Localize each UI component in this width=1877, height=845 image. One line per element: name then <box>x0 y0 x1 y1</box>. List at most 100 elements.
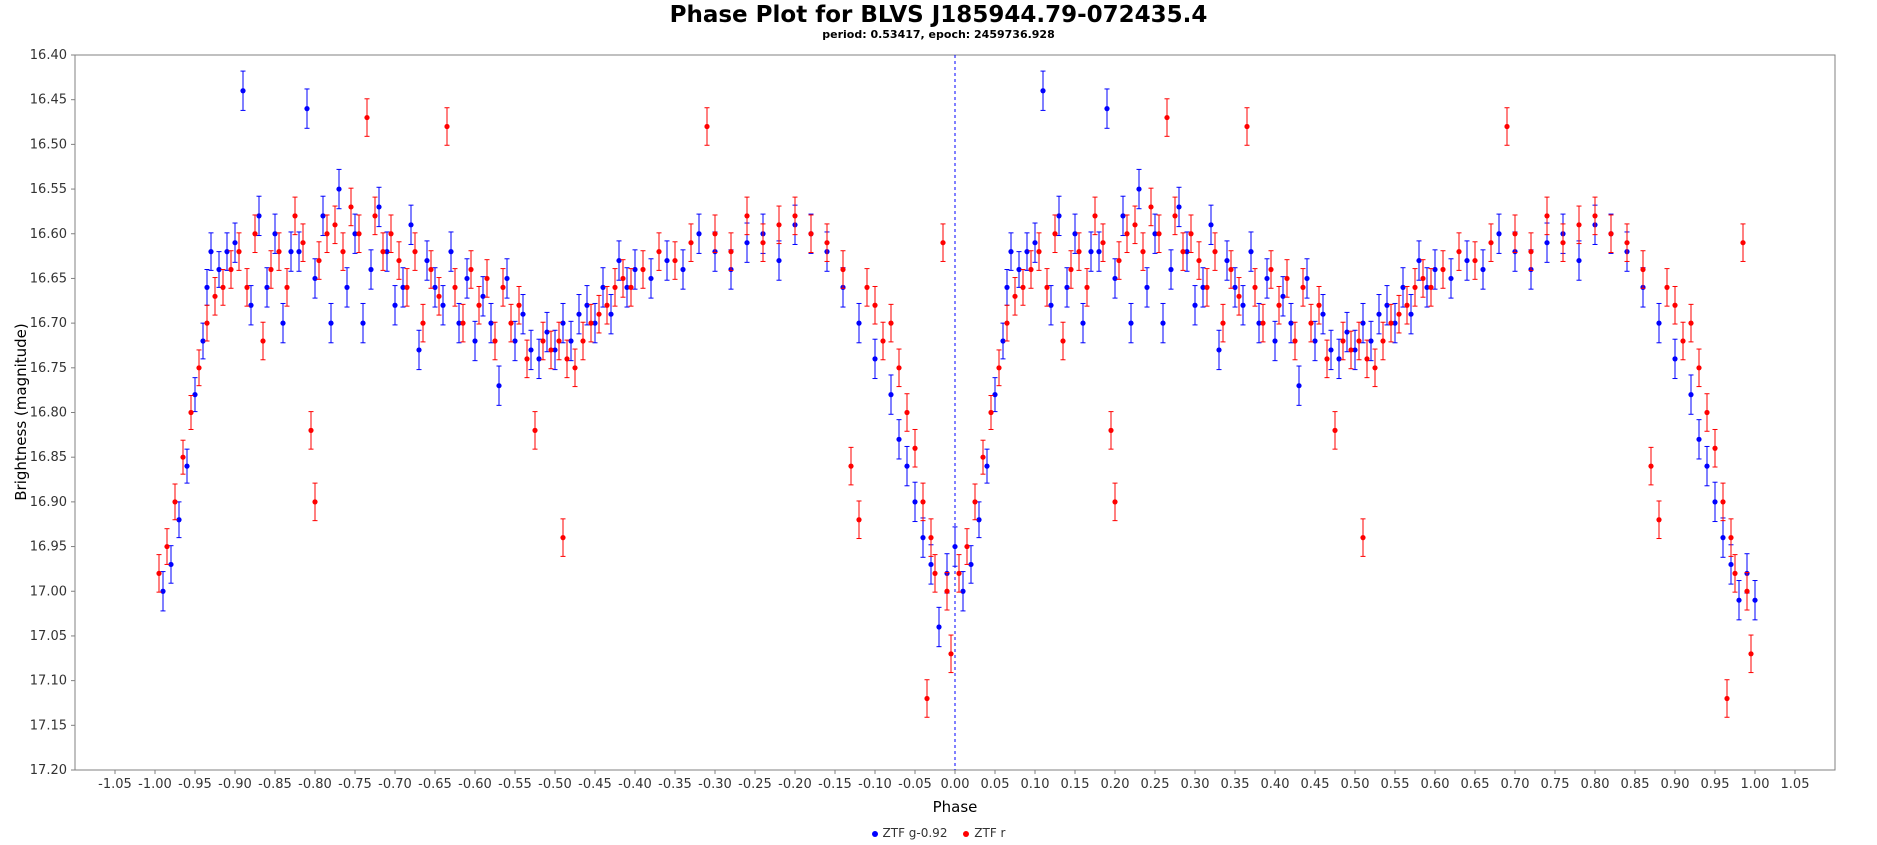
data-point <box>236 249 242 255</box>
x-tick-label: -0.45 <box>578 777 612 792</box>
data-point <box>556 338 562 344</box>
data-point <box>1724 695 1730 702</box>
data-point <box>1688 320 1694 326</box>
data-point <box>872 302 878 308</box>
series-1 <box>156 98 1754 718</box>
x-tick-label: -0.30 <box>698 777 732 792</box>
data-point <box>896 365 902 371</box>
data-point <box>1528 249 1534 255</box>
data-point <box>1440 266 1446 273</box>
data-point <box>208 249 214 255</box>
data-point <box>912 445 918 451</box>
data-point <box>1712 445 1718 451</box>
data-point <box>776 222 782 228</box>
data-point <box>632 266 638 273</box>
series-0 <box>160 70 1758 648</box>
data-point <box>256 213 262 219</box>
data-point <box>1364 356 1370 362</box>
data-point <box>492 338 498 344</box>
data-point <box>512 338 518 344</box>
data-point <box>1680 338 1686 344</box>
data-point <box>1656 320 1662 326</box>
data-point <box>1240 302 1246 308</box>
data-point <box>1480 266 1486 273</box>
data-point <box>688 240 694 246</box>
data-point <box>416 347 422 353</box>
data-point <box>1732 570 1738 576</box>
data-point <box>560 535 566 541</box>
data-point <box>1688 392 1694 398</box>
data-point <box>1012 293 1018 299</box>
data-point <box>976 517 982 523</box>
data-point <box>232 240 238 246</box>
data-point <box>260 338 266 344</box>
data-point <box>1208 222 1214 228</box>
data-point <box>344 284 350 290</box>
data-point <box>1316 302 1322 308</box>
x-tick-label: 0.15 <box>1061 777 1090 792</box>
data-point <box>316 257 322 264</box>
y-tick-label: 17.05 <box>30 629 67 644</box>
x-tick-label: 0.10 <box>1021 777 1050 792</box>
data-point <box>1656 517 1662 523</box>
data-point <box>612 284 618 290</box>
data-point <box>1496 231 1502 237</box>
x-tick-label: -1.00 <box>138 777 172 792</box>
data-point <box>312 275 318 282</box>
data-point <box>388 231 394 237</box>
data-point <box>212 293 218 299</box>
data-point <box>180 454 186 460</box>
data-point <box>432 284 438 290</box>
data-point <box>1228 266 1234 273</box>
data-point <box>1704 409 1710 416</box>
data-point <box>472 338 478 344</box>
data-point <box>904 409 910 416</box>
data-point <box>200 338 206 344</box>
data-point <box>1004 284 1010 290</box>
data-point <box>376 204 382 210</box>
data-point <box>1380 338 1386 344</box>
data-point <box>1176 204 1182 210</box>
data-point <box>856 517 862 523</box>
data-point <box>1256 320 1262 326</box>
data-point <box>944 588 950 594</box>
data-point <box>1252 284 1258 290</box>
data-point <box>1704 463 1710 469</box>
data-point <box>336 186 342 192</box>
y-tick-label: 16.60 <box>30 227 67 242</box>
y-tick-label: 16.85 <box>30 450 67 465</box>
data-point <box>672 257 678 264</box>
data-point <box>216 266 222 273</box>
x-tick-label: 0.55 <box>1381 777 1410 792</box>
data-point <box>1428 284 1434 290</box>
data-point <box>496 383 502 389</box>
data-point <box>1344 329 1350 335</box>
data-point <box>1068 266 1074 273</box>
data-point <box>1124 231 1130 237</box>
data-point <box>412 249 418 255</box>
x-axis: -1.05 -1.00 -0.95 -0.90 -0.85 -0.80 -0.75 -0.70… <box>98 770 1809 792</box>
data-point <box>1112 499 1118 505</box>
data-point <box>1308 320 1314 326</box>
data-point <box>484 275 490 282</box>
data-point <box>176 517 182 523</box>
data-point <box>1236 293 1242 299</box>
data-point <box>220 284 226 290</box>
data-point <box>1384 302 1390 308</box>
data-point <box>1044 284 1050 290</box>
data-point <box>576 311 582 317</box>
data-point <box>320 213 326 219</box>
data-point <box>1020 284 1026 290</box>
data-point <box>1116 257 1122 264</box>
data-point <box>664 257 670 264</box>
x-tick-label: 0.35 <box>1221 777 1250 792</box>
data-point <box>532 427 538 433</box>
x-tick-label: -0.05 <box>898 777 932 792</box>
data-point <box>616 257 622 264</box>
legend-item-g: ZTF g-0.92 <box>871 826 947 840</box>
data-point <box>1280 293 1286 299</box>
data-point <box>904 463 910 469</box>
data-point <box>1348 347 1354 353</box>
data-point <box>1168 266 1174 273</box>
data-point <box>1560 240 1566 246</box>
